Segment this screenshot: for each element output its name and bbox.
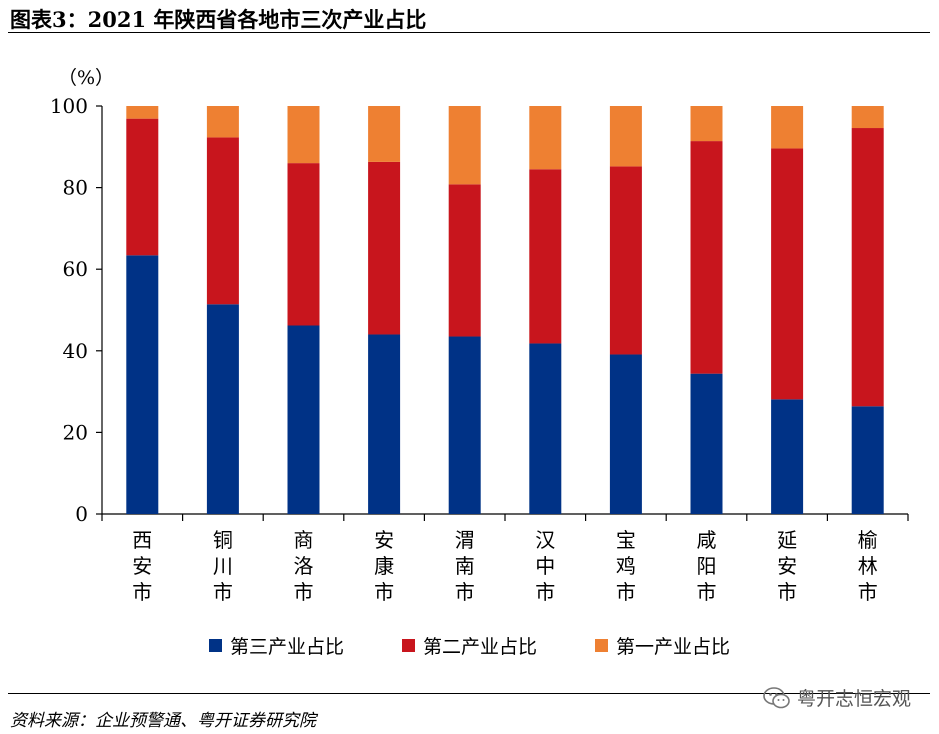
bar-segment-tertiary (771, 399, 804, 514)
bar-segment-primary (851, 106, 884, 129)
bar-segment-primary (771, 106, 804, 149)
bar-segment-primary (126, 106, 159, 119)
source-rule (8, 693, 930, 694)
bar-segment-tertiary (126, 255, 159, 514)
x-category-label-char: 市 (858, 580, 878, 604)
x-category-label-char: 铜 (213, 528, 233, 552)
x-category-label-char: 阳 (697, 554, 717, 578)
bar-segment-secondary (609, 166, 642, 355)
x-category-label-char: 汉 (535, 528, 555, 552)
bar-segment-tertiary (529, 343, 562, 514)
legend-item: 第二产业占比 (401, 632, 537, 659)
chart-legend: 第三产业占比 第二产业占比 第一产业占比 (0, 632, 939, 659)
y-tick-label: 40 (63, 339, 88, 363)
x-category-label-char: 安 (374, 528, 394, 552)
x-category-label-char: 市 (616, 580, 636, 604)
x-category-label-char: 宝 (616, 528, 636, 552)
x-category-label-char: 市 (777, 580, 797, 604)
y-unit-label: （%） (58, 67, 114, 89)
legend-swatch (595, 639, 608, 652)
bar-segment-primary (448, 106, 481, 185)
bar-segment-secondary (529, 169, 562, 344)
x-category-label-char: 康 (374, 554, 394, 578)
y-tick-label: 100 (50, 94, 88, 118)
title-rule (8, 32, 930, 33)
bar-segment-secondary (126, 118, 159, 256)
watermark: 粤开志恒宏观 (763, 684, 911, 711)
bar-segment-tertiary (206, 304, 239, 514)
bar-segment-tertiary (609, 354, 642, 514)
legend-item: 第一产业占比 (595, 632, 730, 659)
x-category-label-char: 市 (294, 580, 314, 604)
x-category-label-char: 洛 (294, 554, 314, 578)
legend-label: 第二产业占比 (422, 636, 537, 658)
chart-title: 图表3：2021 年陕西省各地市三次产业占比 (10, 7, 427, 32)
legend-label: 第一产业占比 (616, 636, 731, 658)
y-tick-label: 0 (75, 502, 88, 526)
bar-segment-secondary (206, 137, 239, 305)
x-category-label-char: 中 (535, 554, 555, 578)
bar-segment-primary (206, 106, 239, 138)
bar-segment-primary (690, 106, 723, 142)
x-category-label-char: 延 (777, 528, 797, 552)
bar-segment-tertiary (690, 373, 723, 514)
bar-segment-primary (529, 106, 562, 170)
watermark-text: 粤开志恒宏观 (796, 688, 911, 710)
bar-segment-secondary (690, 141, 723, 374)
x-category-label-char: 市 (132, 580, 152, 604)
legend-item: 第三产业占比 (208, 632, 344, 659)
x-category-label-char: 市 (455, 580, 475, 604)
bar-segment-tertiary (851, 406, 884, 514)
x-category-label-char: 林 (858, 554, 878, 578)
y-tick-label: 60 (63, 257, 88, 281)
stacked-bar-chart: 020406080100（%）西安市铜川市商洛市安康市渭南市汉中市宝鸡市咸阳市延… (50, 67, 909, 604)
x-category-label-char: 鸡 (616, 554, 636, 578)
bar-segment-primary (609, 106, 642, 167)
bar-segment-primary (368, 106, 401, 162)
bar-segment-tertiary (368, 334, 401, 514)
bar-segment-secondary (851, 128, 884, 407)
bar-segment-secondary (448, 184, 481, 337)
x-category-label-char: 市 (213, 580, 233, 604)
legend-label: 第三产业占比 (229, 636, 344, 658)
x-category-label-char: 榆 (858, 528, 878, 552)
x-category-label-char: 市 (697, 580, 717, 604)
x-category-label-char: 西 (132, 528, 152, 552)
x-category-label-char: 渭 (455, 528, 475, 552)
x-category-label-char: 市 (374, 580, 394, 604)
bar-segment-secondary (771, 148, 804, 400)
legend-swatch (208, 639, 222, 652)
x-category-label-char: 川 (213, 554, 233, 578)
bar-segment-primary (287, 106, 320, 164)
bar-segment-secondary (287, 163, 320, 326)
x-category-label-char: 南 (455, 554, 475, 578)
bar-segment-secondary (368, 161, 401, 335)
x-category-label-char: 安 (777, 554, 797, 578)
x-category-label-char: 安 (132, 554, 152, 578)
wechat-icon (763, 686, 790, 708)
legend-swatch (401, 639, 415, 652)
bar-segment-tertiary (448, 336, 481, 514)
y-tick-label: 80 (63, 176, 88, 200)
x-category-label-char: 咸 (697, 528, 717, 552)
x-category-label-char: 市 (535, 580, 555, 604)
source-note: 资料来源：企业预警通、粤开证券研究院 (10, 711, 316, 731)
x-category-label-char: 商 (294, 528, 314, 552)
bar-segment-tertiary (287, 325, 320, 514)
y-tick-label: 20 (63, 420, 88, 444)
